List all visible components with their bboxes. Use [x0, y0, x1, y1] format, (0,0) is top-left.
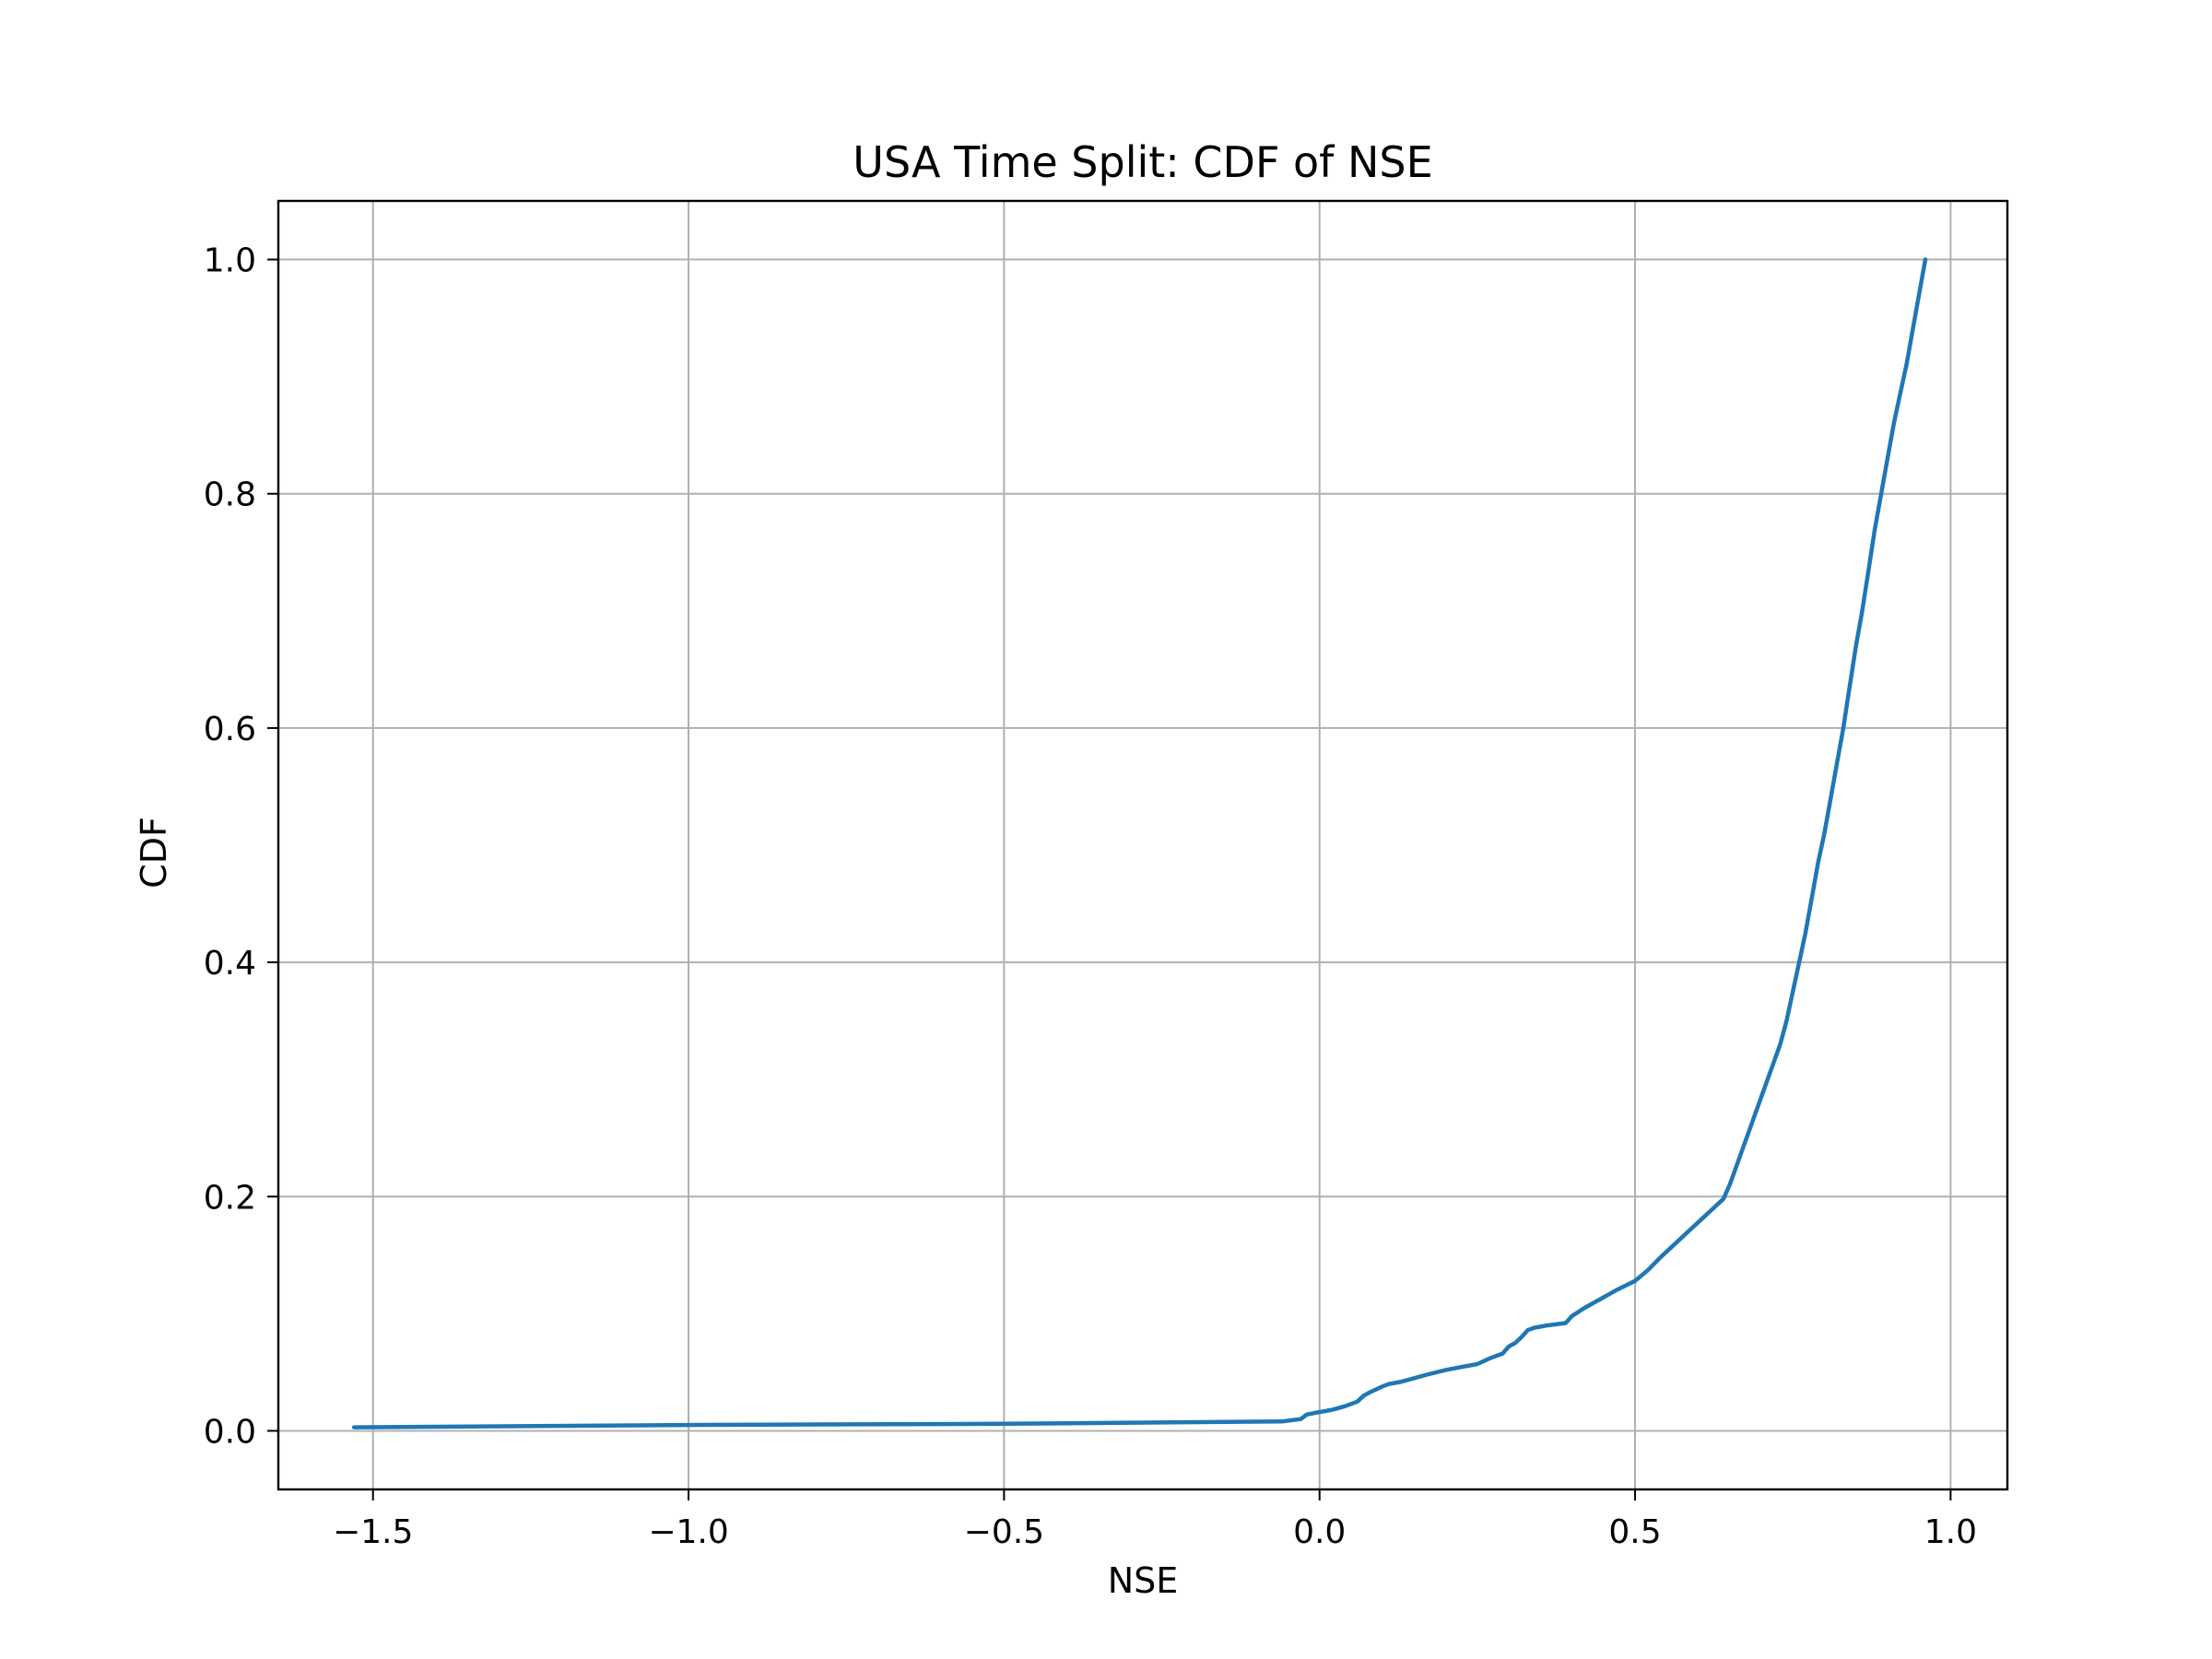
- y-tick-label: 0.0: [204, 1413, 256, 1451]
- x-tick-label: −0.5: [964, 1513, 1044, 1551]
- data-line-group: [351, 257, 1928, 1430]
- x-tick-label: 0.5: [1608, 1513, 1661, 1551]
- y-tick-label: 0.8: [204, 477, 256, 514]
- y-tick-label: 0.6: [204, 711, 256, 748]
- x-tick-label: −1.0: [648, 1513, 728, 1551]
- y-tick-label: 1.0: [204, 242, 256, 280]
- y-tick-label: 0.2: [204, 1179, 256, 1217]
- grid-lines: [278, 201, 2007, 1489]
- x-axis-ticks: −1.5 −1.0 −0.5 0.0 0.5 1.0: [333, 1489, 1977, 1551]
- x-tick-label: −1.5: [333, 1513, 413, 1551]
- y-axis-ticks: 0.0 0.2 0.4 0.6 0.8 1.0: [204, 242, 278, 1451]
- y-tick-label: 0.4: [204, 945, 256, 982]
- y-axis-label: CDF: [134, 817, 174, 888]
- cdf-line: [351, 257, 1928, 1430]
- chart-title: USA Time Split: CDF of NSE: [853, 137, 1432, 187]
- plot-frame: [276, 199, 2009, 1491]
- x-tick-label: 1.0: [1924, 1513, 1977, 1551]
- x-tick-label: 0.0: [1293, 1513, 1346, 1551]
- x-axis-label: NSE: [1108, 1560, 1179, 1601]
